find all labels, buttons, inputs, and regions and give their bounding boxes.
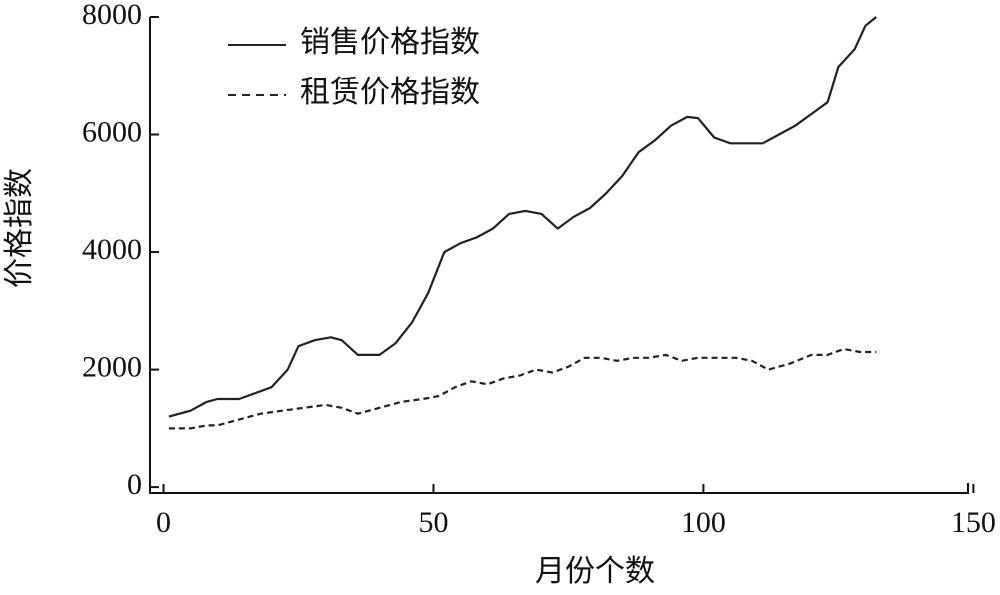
- legend-label: 销售价格指数: [300, 26, 480, 59]
- x-tick-label: 50: [418, 506, 448, 539]
- data-line: [168, 16, 877, 418]
- y-tick-label: 4000: [82, 233, 142, 266]
- x-axis-label: 月份个数: [535, 555, 655, 588]
- y-tick-label: 8000: [82, 0, 142, 31]
- data-line: [168, 347, 877, 430]
- x-tick-label: 150: [951, 506, 996, 539]
- y-tick-label: 2000: [82, 350, 142, 383]
- y-axis-label: 价格指数: [3, 168, 36, 288]
- y-tick-label: 0: [127, 468, 142, 501]
- axes: [149, 17, 969, 494]
- y-tick-label: 6000: [82, 115, 142, 148]
- legend-label: 租赁价格指数: [300, 76, 480, 109]
- x-tick-label: 0: [156, 506, 171, 539]
- x-tick-label: 100: [681, 506, 726, 539]
